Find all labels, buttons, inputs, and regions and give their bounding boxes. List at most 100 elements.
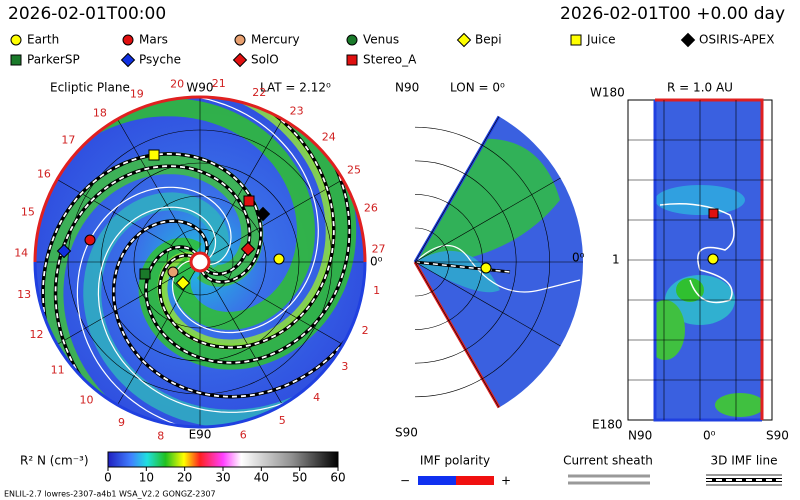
grid-spoke (414, 116, 500, 263)
marker (56, 243, 72, 259)
marker (84, 234, 96, 246)
carrington-label: 27 (372, 243, 386, 256)
e90: E90 (189, 428, 212, 442)
carrington-label: 19 (130, 88, 144, 101)
sheath-title: Current sheath (563, 454, 653, 468)
carrington-label: 11 (51, 364, 65, 377)
sheath-line (111, 219, 365, 399)
n90: N90 (395, 81, 419, 95)
marker (240, 241, 256, 257)
carrington-label: 25 (347, 164, 361, 177)
legend-label: Juice (586, 33, 615, 47)
marker (10, 54, 22, 66)
marker (175, 275, 191, 291)
w180: W180 (590, 86, 625, 100)
radial-zero: 0⁰ (703, 429, 716, 443)
density-band (41, 152, 264, 415)
carrington-label: 13 (17, 288, 31, 301)
carrington-label: 4 (313, 391, 320, 404)
imf-neg (418, 476, 456, 485)
imf-line (415, 244, 581, 293)
colorbar-title: R² N (cm⁻³) (20, 454, 89, 468)
time-right: 2026-02-01T00 +0.00 day (560, 4, 785, 24)
n90-radial: N90 (628, 429, 652, 443)
ecl-zero: 0⁰ (370, 255, 383, 269)
marker (273, 253, 285, 265)
legend-label: SolO (251, 53, 279, 67)
density-band (415, 138, 560, 262)
legend-label: Bepi (475, 33, 502, 47)
legend-label: Mars (139, 33, 168, 47)
s90: S90 (395, 426, 418, 440)
imf-line (140, 97, 319, 334)
density-band (83, 192, 316, 427)
marker (139, 268, 151, 280)
carrington-label: 9 (118, 416, 125, 429)
marker (232, 52, 248, 68)
marker (120, 52, 136, 68)
marker (10, 34, 22, 46)
marker (234, 34, 246, 46)
carrington-label: 14 (14, 247, 28, 260)
carrington-label: 16 (37, 167, 51, 180)
density-band (415, 250, 500, 293)
grid-spoke (414, 261, 500, 408)
lat-label: LAT = 2.12⁰ (260, 81, 331, 95)
carrington-label: 15 (21, 206, 35, 219)
grid-spoke (414, 261, 561, 347)
sheath-line (415, 261, 511, 273)
imf-title: IMF polarity (420, 454, 490, 468)
colorbar-tick-label: 20 (177, 471, 192, 485)
marker (346, 54, 358, 66)
marker (480, 262, 492, 274)
legend-label: Mercury (251, 33, 300, 47)
colorbar-tick-label: 30 (215, 471, 230, 485)
e180: E180 (592, 418, 623, 432)
carrington-label: 12 (29, 328, 43, 341)
colorbar-tick-label: 60 (330, 471, 345, 485)
mer-zero: 0⁰ (572, 251, 585, 265)
carrington-label: 20 (170, 77, 184, 90)
marker (167, 266, 179, 278)
carrington-label: 17 (61, 134, 75, 147)
sheath-line (144, 121, 352, 365)
sheath-line (41, 152, 263, 373)
carrington-label: 5 (279, 414, 286, 427)
marker (122, 34, 134, 46)
colorbar-tick-label: 10 (139, 471, 154, 485)
density-band (76, 98, 315, 330)
footer: ENLIL-2.7 lowres-2307-a4b1 WSA_V2.2 GONG… (4, 490, 216, 499)
imf-minus: − (400, 474, 410, 488)
legend-label: Psyche (139, 53, 181, 67)
legend-label: ParkerSP (27, 53, 80, 67)
carrington-label: 26 (364, 202, 378, 215)
radial-plot (627, 98, 773, 422)
marker (255, 206, 271, 222)
imf-line-title: 3D IMF line (711, 454, 778, 468)
colorbar-tick-label: 40 (254, 471, 269, 485)
carrington-label: 23 (290, 104, 304, 117)
imf-plus: + (501, 474, 511, 488)
legend-label: Stereo_A (363, 53, 417, 67)
carrington-label: 10 (80, 393, 94, 406)
carrington-label: 22 (252, 86, 266, 99)
marker (456, 32, 472, 48)
ecliptic-plot (33, 95, 367, 429)
ecliptic-title: Ecliptic Plane (50, 81, 130, 95)
legend: Earth Mars Mercury Venus Bepi Juice OSIRIS-APE… (10, 32, 774, 68)
s90-radial: S90 (766, 429, 789, 443)
imf-pos (456, 476, 494, 485)
carrington-label: 21 (212, 77, 226, 90)
radial-title: R = 1.0 AU (667, 81, 733, 95)
marker (346, 34, 358, 46)
marker (680, 32, 696, 48)
legend-label: Venus (363, 33, 399, 47)
density-band (157, 97, 336, 350)
colorbar (107, 451, 339, 468)
w90: W90 (186, 81, 213, 95)
carrington-label: 18 (93, 107, 107, 120)
imf-line (97, 206, 337, 413)
meridional-plot (413, 115, 584, 409)
one-au: 1 (612, 253, 620, 267)
